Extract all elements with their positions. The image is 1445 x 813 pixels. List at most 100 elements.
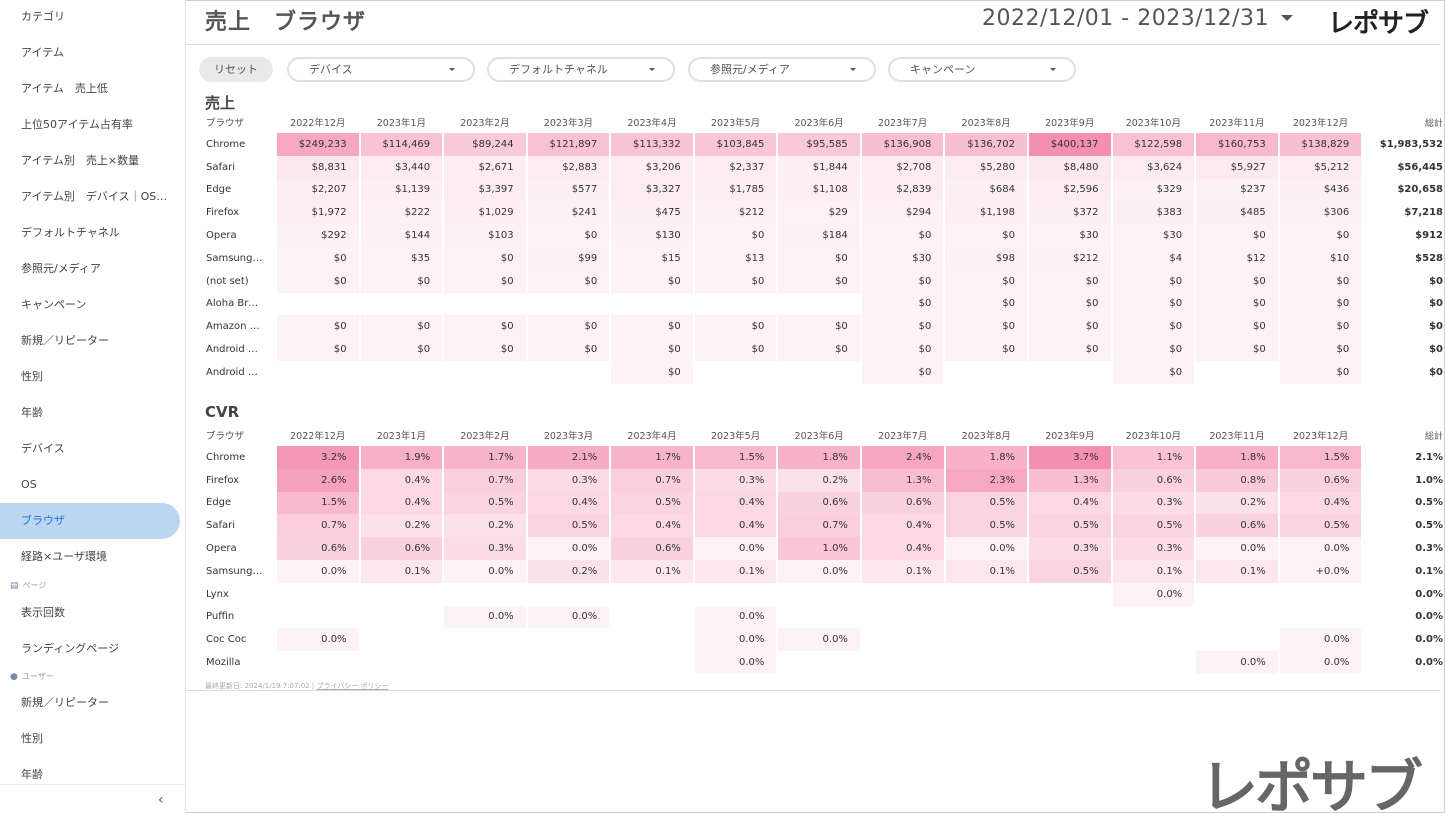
- sidebar-item[interactable]: 年齢: [21, 406, 43, 419]
- table-cell: $0: [945, 292, 1027, 316]
- table-header-row: ブラウザ 2022年12月 2023年1月 2023年2月 2023年3月 2023年4月…: [202, 111, 1443, 133]
- sidebar-item[interactable]: デバイス: [21, 442, 65, 455]
- table-cell: 1.8%: [945, 446, 1028, 469]
- sidebar-item[interactable]: 参照元/メディア: [21, 262, 101, 275]
- column-header[interactable]: 2023年10月: [1125, 431, 1182, 442]
- date-dropdown-icon[interactable]: [1281, 15, 1293, 21]
- column-header[interactable]: 2023年6月: [794, 118, 844, 129]
- device-filter-label: デバイス: [309, 63, 353, 76]
- table-cell: 0.3%: [527, 468, 610, 492]
- table-cell: $3,397: [444, 178, 526, 202]
- table-row: Safari 0.7% 0.2% 0.2% 0.5% 0.4% 0.4% 0.7% 0.4% 0.…: [202, 514, 1443, 538]
- column-header[interactable]: ブラウザ: [206, 118, 245, 129]
- sidebar-item[interactable]: 新規／リピーター: [21, 334, 109, 347]
- table-cell: 2.6%: [277, 468, 359, 492]
- collapse-sidebar-icon[interactable]: ‹: [158, 792, 164, 808]
- column-header[interactable]: 2023年10月: [1125, 118, 1181, 129]
- sidebar-item[interactable]: 性別: [21, 732, 43, 745]
- footer-note: 最終更新日: 2024/1/19 7:07:02 | プライバシー ポリシー: [205, 681, 389, 691]
- column-header[interactable]: 2023年7月: [877, 118, 928, 129]
- device-filter[interactable]: デバイス: [287, 57, 475, 82]
- campaign-filter[interactable]: キャンペーン: [888, 57, 1076, 82]
- table-cell: $0: [1112, 292, 1195, 316]
- column-header[interactable]: ブラウザ: [206, 431, 245, 442]
- sidebar-item[interactable]: アイテム別 デバイス｜OS…: [21, 190, 168, 203]
- column-header[interactable]: 2023年11月: [1209, 118, 1265, 129]
- table-cell: 0.5%: [1029, 514, 1111, 538]
- reset-button[interactable]: リセット: [199, 57, 273, 82]
- column-header[interactable]: 2023年8月: [961, 118, 1011, 129]
- column-header[interactable]: 2023年4月: [627, 118, 677, 129]
- table-cell: 0.6%: [277, 537, 359, 560]
- sidebar-item[interactable]: OS: [21, 478, 37, 491]
- column-header[interactable]: 2023年11月: [1209, 431, 1265, 442]
- row-total: 0.3%: [1415, 543, 1443, 555]
- sidebar-item[interactable]: 性別: [21, 370, 43, 383]
- table-cell: $475: [611, 201, 693, 225]
- sidebar-item[interactable]: ブラウザ: [0, 503, 180, 539]
- table-cell: 1.0%: [778, 537, 860, 560]
- table-cell: $35: [360, 246, 443, 270]
- column-header[interactable]: 2023年12月: [1292, 118, 1349, 129]
- table-cell: 0.0%: [1279, 628, 1362, 652]
- column-header[interactable]: 2023年5月: [710, 118, 761, 129]
- table-cell: [1113, 606, 1195, 629]
- column-header[interactable]: 2023年1月: [376, 118, 426, 129]
- column-header[interactable]: 2023年6月: [794, 431, 844, 442]
- sidebar-item[interactable]: アイテム: [21, 46, 64, 59]
- table-cell: $0: [277, 246, 359, 270]
- sidebar-item[interactable]: デフォルトチャネル: [21, 226, 120, 239]
- column-header[interactable]: 2023年3月: [543, 431, 594, 442]
- column-header[interactable]: 2023年2月: [460, 431, 510, 442]
- sidebar-item[interactable]: アイテム 売上低: [21, 82, 108, 95]
- table-row: Puffin 0.0% 0.0% 0.0% 0.0%: [202, 605, 1443, 629]
- table-cell: [361, 293, 443, 316]
- date-range-picker[interactable]: 2022/12/01 - 2023/12/31: [982, 6, 1270, 31]
- sidebar-item[interactable]: ランディングページ: [21, 642, 120, 655]
- channel-filter[interactable]: デフォルトチャネル: [487, 57, 675, 82]
- column-header[interactable]: 2023年5月: [710, 431, 761, 442]
- sidebar-item[interactable]: 上位50アイテム占有率: [21, 118, 133, 131]
- table-cell: $1,139: [360, 178, 443, 202]
- column-header[interactable]: 2023年2月: [460, 118, 510, 129]
- table-header-row: ブラウザ 2022年12月 2023年1月 2023年2月 2023年3月 2023年4月…: [202, 424, 1443, 446]
- campaign-filter-label: キャンペーン: [910, 63, 976, 76]
- column-header[interactable]: 2023年4月: [627, 431, 677, 442]
- column-header[interactable]: 2022年12月: [290, 431, 346, 442]
- column-header[interactable]: 2022年12月: [290, 118, 346, 129]
- table-cell: $0: [861, 315, 944, 339]
- table-cell: [1196, 606, 1278, 629]
- column-header[interactable]: 2023年8月: [961, 431, 1011, 442]
- column-header[interactable]: 2023年9月: [1045, 431, 1095, 442]
- column-header[interactable]: 総計: [1424, 431, 1443, 442]
- sidebar-item[interactable]: 年齢: [21, 768, 43, 781]
- table-cell: $485: [1196, 201, 1278, 225]
- source-filter[interactable]: 参照元/メディア: [688, 57, 876, 82]
- row-total: 2.1%: [1415, 451, 1443, 463]
- column-header[interactable]: 2023年7月: [878, 431, 928, 442]
- table-cell: 0.1%: [694, 559, 777, 583]
- table-cell: $0: [694, 338, 777, 361]
- table-cell: 1.8%: [778, 446, 860, 469]
- privacy-policy-link[interactable]: プライバシー ポリシー: [316, 682, 389, 690]
- table-cell: 0.7%: [277, 514, 359, 538]
- sidebar-item[interactable]: カテゴリ: [21, 10, 65, 23]
- sidebar-item[interactable]: 表示回数: [21, 606, 65, 619]
- row-total: 0.0%: [1415, 588, 1443, 600]
- column-header[interactable]: 2023年12月: [1292, 431, 1349, 442]
- column-header[interactable]: 2023年9月: [1045, 118, 1095, 129]
- column-header[interactable]: 2023年1月: [376, 431, 426, 442]
- sidebar-item[interactable]: キャンペーン: [21, 298, 87, 311]
- table-cell: 0.0%: [1112, 582, 1195, 606]
- column-header[interactable]: 2023年3月: [543, 118, 594, 129]
- sidebar-item[interactable]: 新規／リピーター: [21, 696, 109, 709]
- column-header[interactable]: 総計: [1424, 118, 1443, 129]
- row-label: Safari: [206, 520, 236, 532]
- table-cell: [945, 361, 1027, 384]
- table-cell: $0: [861, 360, 944, 384]
- sidebar-item[interactable]: 経路×ユーザ環境: [21, 550, 107, 563]
- table-cell: 0.0%: [527, 605, 610, 629]
- table-row: Aloha Brow… $0 $0 $0 $0 $0 $0 $0: [202, 292, 1443, 316]
- table-row: Firefox $1,972 $222 $1,029 $241 $475 $212 $29 $2…: [202, 201, 1443, 225]
- sidebar-item[interactable]: アイテム別 売上×数量: [21, 154, 140, 167]
